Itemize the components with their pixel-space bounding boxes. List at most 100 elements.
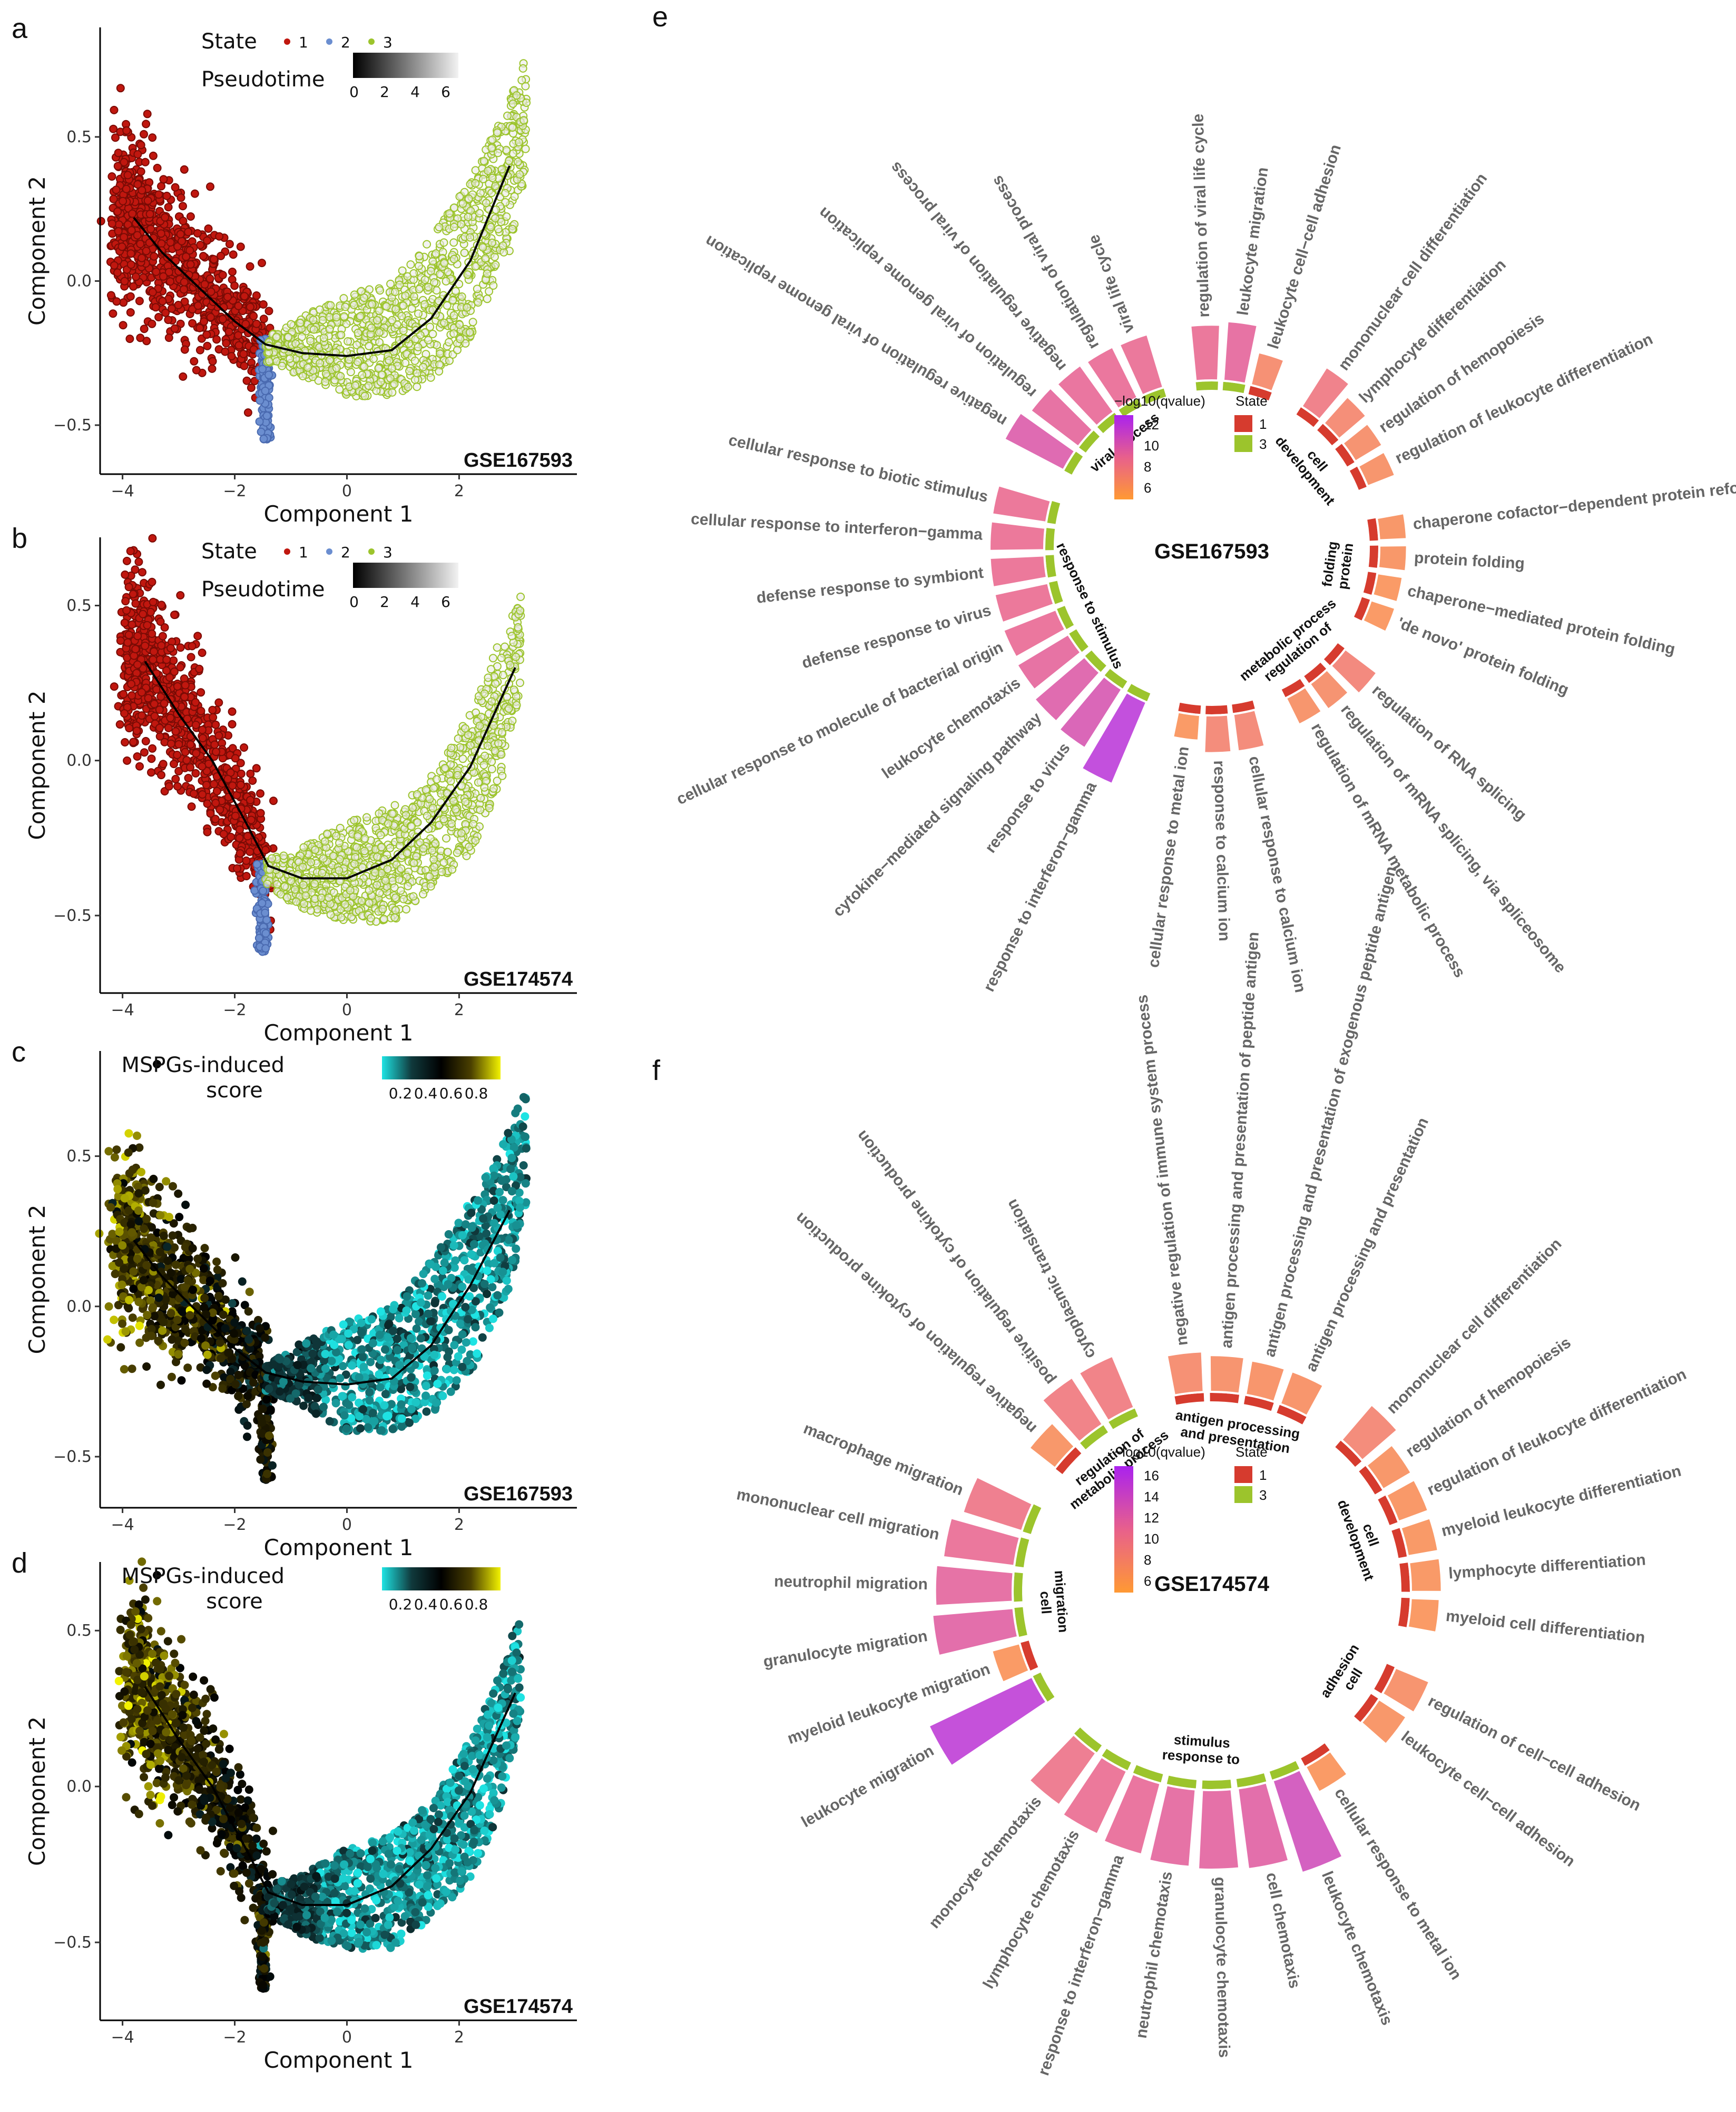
pseudotime-tick-label: 6 [441,593,450,611]
data-point [307,906,315,915]
data-point [140,748,149,757]
data-point [419,844,428,853]
data-point [480,689,489,698]
data-point [421,785,430,794]
data-point [198,725,207,734]
data-point [455,192,464,201]
data-point [249,312,258,320]
data-point [259,435,268,443]
data-point [164,723,173,732]
data-point [354,832,362,841]
data-point [234,301,243,310]
data-point [141,641,150,650]
data-point [187,653,195,662]
data-point [272,332,281,341]
data-point [435,223,444,232]
data-point [446,777,455,785]
data-point [125,335,134,343]
data-point [482,199,491,208]
data-point [345,355,354,364]
data-point [187,802,196,811]
data-point [131,565,140,574]
legend-state-dot [368,38,375,45]
data-point [107,219,116,228]
data-point [262,411,271,420]
data-point [131,599,140,608]
data-point [162,1177,171,1186]
data-point [388,388,397,397]
data-point [426,882,435,891]
data-point [142,120,151,129]
data-point [377,370,386,379]
data-point [198,649,207,657]
data-point [491,182,500,191]
data-point [239,350,248,358]
data-point [122,184,131,193]
data-point [487,758,496,766]
pseudotime-tick-label: 2 [380,593,389,611]
data-point [284,332,293,341]
data-point [261,387,270,395]
data-point [499,671,507,680]
panel-label: b [12,523,27,554]
data-point [479,761,488,770]
data-point [212,748,220,757]
data-point [252,764,261,773]
data-point [340,312,349,321]
pseudotime-tick-label: 0 [349,83,359,101]
data-point [206,313,215,321]
data-point [228,707,237,716]
data-point [370,868,379,877]
data-point [186,260,195,269]
data-point [243,408,252,417]
data-point [390,801,399,810]
data-point [215,232,224,241]
data-point [186,740,195,749]
data-point [381,876,390,885]
data-point [156,229,165,238]
data-point [336,823,345,832]
data-point [372,316,381,325]
data-point [148,1223,156,1232]
data-point [367,323,376,332]
data-point [236,849,244,858]
data-point [198,734,207,743]
data-point [475,209,484,218]
data-point [335,866,344,875]
data-point [257,427,266,436]
data-point [487,764,496,773]
data-point [148,744,157,753]
data-point [307,858,316,867]
data-point [483,294,492,303]
data-point [365,341,374,350]
data-point [375,889,384,897]
data-point [174,740,183,749]
data-point [360,847,369,856]
data-point [488,238,496,247]
data-point [501,189,509,198]
data-point [191,721,200,729]
data-point [124,583,133,592]
data-point [397,312,406,320]
data-point [141,736,150,745]
x-tick-label: 0 [342,1001,352,1019]
data-point [435,367,444,376]
data-point [202,330,211,339]
data-point [430,862,439,871]
data-point [432,286,441,295]
data-point [209,713,218,722]
data-point [177,1376,186,1385]
data-point [429,784,438,793]
data-point [456,335,465,343]
data-point [107,172,116,181]
data-point [122,606,131,615]
data-point [455,320,464,329]
data-point [206,809,215,818]
data-point [158,297,167,306]
data-point [179,217,188,225]
data-point [406,260,415,269]
data-point [154,313,163,321]
data-point [161,308,170,317]
data-point [120,618,129,627]
data-point [140,130,148,139]
